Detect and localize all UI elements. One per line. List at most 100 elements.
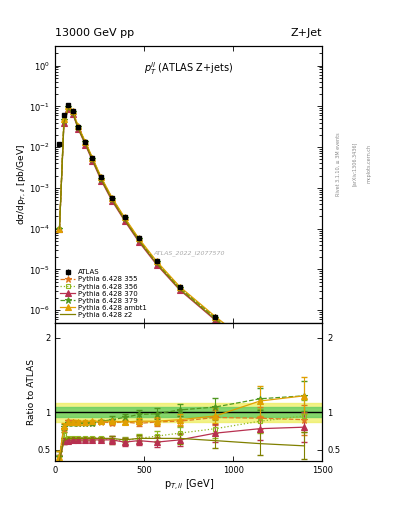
Pythia 6.428 ambt1 — [99, 175, 104, 181]
Pythia 6.428 ambt1 — [122, 214, 127, 220]
Pythia 6.428 355 — [99, 176, 104, 182]
Pythia 6.428 356 — [76, 124, 81, 130]
Pythia 6.428 356 — [213, 314, 218, 321]
Pythia 6.428 356 — [83, 139, 88, 145]
Pythia 6.428 355 — [90, 156, 95, 162]
Pythia 6.428 z2 — [76, 125, 81, 132]
Text: mcplots.cern.ch: mcplots.cern.ch — [366, 144, 371, 183]
Pythia 6.428 370 — [99, 178, 104, 184]
Pythia 6.428 355 — [136, 236, 141, 242]
Pythia 6.428 z2 — [154, 261, 159, 267]
Pythia 6.428 379 — [122, 215, 127, 221]
Y-axis label: dσ/dp$_{T,ll}$ [pb/GeV]: dσ/dp$_{T,ll}$ [pb/GeV] — [15, 144, 28, 225]
Pythia 6.428 355 — [110, 196, 114, 202]
Pythia 6.428 379 — [70, 109, 75, 115]
Pythia 6.428 379 — [83, 139, 88, 145]
Text: $p_{T}^{ll}$ (ATLAS Z+jets): $p_{T}^{ll}$ (ATLAS Z+jets) — [144, 60, 233, 77]
Pythia 6.428 370 — [177, 287, 182, 293]
Pythia 6.428 356 — [70, 109, 75, 115]
Pythia 6.428 z2 — [62, 119, 66, 125]
Pythia 6.428 356 — [257, 349, 262, 355]
Pythia 6.428 355 — [66, 104, 71, 110]
Pythia 6.428 z2 — [177, 286, 182, 292]
Pythia 6.428 379 — [90, 156, 95, 162]
Pythia 6.428 ambt1 — [70, 108, 75, 114]
Pythia 6.428 z2 — [257, 351, 262, 357]
Pythia 6.428 356 — [302, 376, 307, 382]
Pythia 6.428 z2 — [122, 217, 127, 223]
Text: Z+Jet: Z+Jet — [291, 28, 322, 38]
Pythia 6.428 356 — [177, 285, 182, 291]
Pythia 6.428 355 — [57, 226, 62, 232]
Pythia 6.428 z2 — [136, 238, 141, 244]
Line: Pythia 6.428 379: Pythia 6.428 379 — [56, 104, 308, 382]
Pythia 6.428 379 — [99, 176, 104, 182]
Legend: ATLAS, Pythia 6.428 355, Pythia 6.428 356, Pythia 6.428 370, Pythia 6.428 379, P: ATLAS, Pythia 6.428 355, Pythia 6.428 35… — [59, 268, 148, 319]
Pythia 6.428 355 — [70, 109, 75, 115]
Pythia 6.428 z2 — [99, 177, 104, 183]
Pythia 6.428 356 — [66, 104, 71, 110]
Pythia 6.428 z2 — [302, 377, 307, 383]
Pythia 6.428 356 — [57, 226, 62, 232]
Pythia 6.428 379 — [257, 349, 262, 355]
Pythia 6.428 370 — [110, 198, 114, 204]
Pythia 6.428 z2 — [110, 197, 114, 203]
Pythia 6.428 ambt1 — [57, 226, 62, 232]
Pythia 6.428 356 — [90, 156, 95, 162]
Pythia 6.428 355 — [257, 349, 262, 355]
Pythia 6.428 ambt1 — [90, 155, 95, 161]
Pythia 6.428 379 — [302, 376, 307, 382]
Pythia 6.428 356 — [122, 215, 127, 221]
Pythia 6.428 370 — [57, 226, 62, 232]
Pythia 6.428 370 — [213, 317, 218, 323]
Y-axis label: Ratio to ATLAS: Ratio to ATLAS — [27, 359, 36, 424]
Line: Pythia 6.428 356: Pythia 6.428 356 — [57, 105, 307, 381]
Pythia 6.428 370 — [302, 378, 307, 385]
Pythia 6.428 370 — [90, 158, 95, 164]
Pythia 6.428 ambt1 — [66, 103, 71, 110]
Text: Rivet 3.1.10, ≥ 3M events: Rivet 3.1.10, ≥ 3M events — [336, 132, 341, 196]
Pythia 6.428 355 — [76, 124, 81, 130]
Pythia 6.428 379 — [154, 259, 159, 265]
Pythia 6.428 370 — [76, 126, 81, 132]
Bar — [55, 402, 322, 422]
Pythia 6.428 370 — [66, 106, 71, 112]
Bar — [55, 407, 322, 417]
X-axis label: p$_{T,ll}$ [GeV]: p$_{T,ll}$ [GeV] — [163, 477, 214, 493]
Pythia 6.428 z2 — [83, 140, 88, 146]
Text: [arXiv:1306.3436]: [arXiv:1306.3436] — [352, 142, 357, 186]
Pythia 6.428 370 — [154, 262, 159, 268]
Pythia 6.428 379 — [213, 314, 218, 321]
Pythia 6.428 ambt1 — [257, 348, 262, 354]
Pythia 6.428 356 — [154, 259, 159, 265]
Pythia 6.428 355 — [302, 376, 307, 382]
Pythia 6.428 z2 — [213, 316, 218, 323]
Pythia 6.428 379 — [177, 285, 182, 291]
Pythia 6.428 z2 — [57, 226, 62, 232]
Pythia 6.428 370 — [257, 352, 262, 358]
Pythia 6.428 ambt1 — [136, 236, 141, 242]
Pythia 6.428 356 — [99, 176, 104, 182]
Line: Pythia 6.428 355: Pythia 6.428 355 — [56, 104, 308, 382]
Pythia 6.428 ambt1 — [154, 258, 159, 264]
Pythia 6.428 ambt1 — [302, 375, 307, 381]
Pythia 6.428 355 — [154, 259, 159, 265]
Pythia 6.428 379 — [110, 196, 114, 202]
Pythia 6.428 z2 — [70, 110, 75, 116]
Pythia 6.428 355 — [83, 139, 88, 145]
Pythia 6.428 356 — [136, 236, 141, 242]
Pythia 6.428 356 — [110, 196, 114, 202]
Pythia 6.428 z2 — [66, 105, 71, 112]
Pythia 6.428 ambt1 — [83, 138, 88, 144]
Pythia 6.428 379 — [136, 236, 141, 242]
Pythia 6.428 370 — [122, 218, 127, 224]
Pythia 6.428 370 — [136, 239, 141, 245]
Pythia 6.428 ambt1 — [76, 123, 81, 130]
Pythia 6.428 355 — [122, 215, 127, 221]
Text: 13000 GeV pp: 13000 GeV pp — [55, 28, 134, 38]
Pythia 6.428 355 — [62, 117, 66, 123]
Line: Pythia 6.428 ambt1: Pythia 6.428 ambt1 — [57, 103, 307, 380]
Pythia 6.428 ambt1 — [177, 284, 182, 290]
Pythia 6.428 370 — [83, 142, 88, 148]
Pythia 6.428 355 — [213, 314, 218, 321]
